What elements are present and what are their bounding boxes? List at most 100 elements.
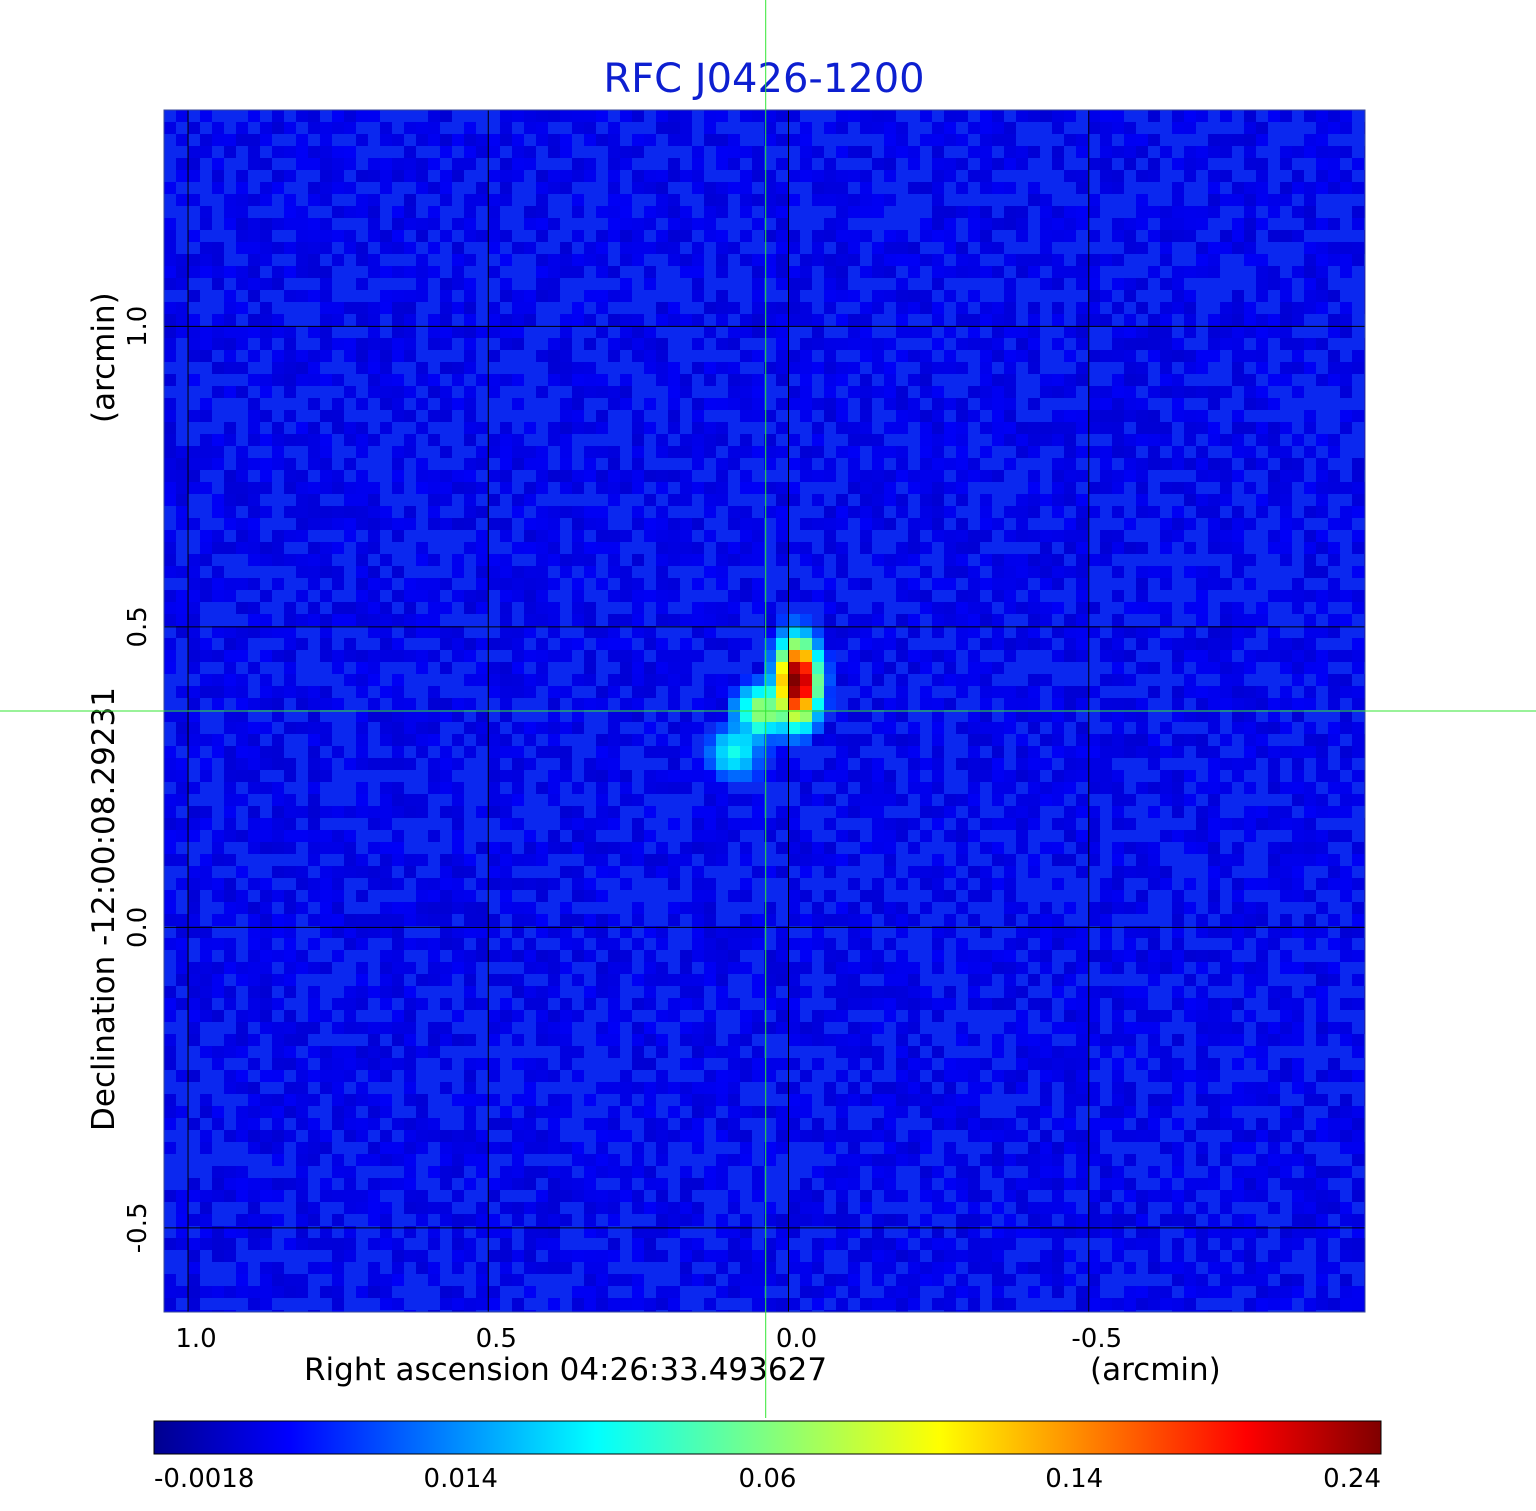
image-pixel [1220, 242, 1232, 254]
image-pixel [416, 398, 428, 410]
image-pixel [836, 998, 848, 1010]
image-pixel [716, 230, 728, 242]
image-pixel [872, 110, 884, 122]
image-pixel [824, 638, 836, 650]
image-pixel [464, 134, 476, 146]
image-pixel [1052, 626, 1064, 638]
image-pixel [188, 518, 200, 530]
image-pixel [356, 986, 368, 998]
image-pixel [728, 818, 740, 830]
image-pixel [1028, 254, 1040, 266]
image-pixel [176, 266, 188, 278]
image-pixel [968, 458, 980, 470]
image-pixel [1244, 482, 1256, 494]
image-pixel [1052, 878, 1064, 890]
image-pixel [632, 482, 644, 494]
image-pixel [740, 878, 752, 890]
image-pixel [560, 866, 572, 878]
image-pixel [236, 530, 248, 542]
image-pixel [548, 146, 560, 158]
image-pixel [920, 218, 932, 230]
image-pixel [704, 494, 716, 506]
image-pixel [200, 818, 212, 830]
image-pixel [920, 434, 932, 446]
image-pixel [452, 758, 464, 770]
image-pixel [728, 146, 740, 158]
image-pixel [848, 830, 860, 842]
image-pixel [596, 410, 608, 422]
image-pixel [176, 998, 188, 1010]
image-pixel [920, 458, 932, 470]
image-pixel [692, 1094, 704, 1106]
image-pixel [1244, 302, 1256, 314]
image-pixel [1340, 242, 1352, 254]
image-pixel [1160, 542, 1172, 554]
image-pixel [896, 446, 908, 458]
image-pixel [896, 494, 908, 506]
image-pixel [1352, 794, 1364, 806]
image-pixel [440, 758, 452, 770]
image-pixel [1208, 662, 1220, 674]
image-pixel [980, 602, 992, 614]
image-pixel [1004, 182, 1016, 194]
image-pixel [512, 374, 524, 386]
image-pixel [248, 158, 260, 170]
image-pixel [356, 518, 368, 530]
image-pixel [824, 698, 836, 710]
image-pixel [896, 290, 908, 302]
image-pixel [1220, 314, 1232, 326]
image-pixel [1052, 554, 1064, 566]
image-pixel [968, 590, 980, 602]
image-pixel [1280, 230, 1292, 242]
image-pixel [1040, 758, 1052, 770]
image-pixel [764, 914, 776, 926]
image-pixel [716, 302, 728, 314]
image-pixel [860, 782, 872, 794]
image-pixel [1244, 254, 1256, 266]
image-pixel [392, 374, 404, 386]
image-pixel [1064, 482, 1076, 494]
image-pixel [1280, 1070, 1292, 1082]
image-pixel [1148, 1010, 1160, 1022]
image-pixel [1076, 1058, 1088, 1070]
image-pixel [440, 338, 452, 350]
image-pixel [764, 1022, 776, 1034]
image-pixel [848, 326, 860, 338]
image-pixel [704, 434, 716, 446]
image-pixel [452, 374, 464, 386]
image-pixel [1256, 170, 1268, 182]
image-pixel [644, 326, 656, 338]
image-pixel [1256, 122, 1268, 134]
image-pixel [920, 362, 932, 374]
image-pixel [1196, 614, 1208, 626]
image-pixel [1196, 986, 1208, 998]
image-pixel [1052, 122, 1064, 134]
image-pixel [692, 218, 704, 230]
image-pixel [1004, 206, 1016, 218]
image-pixel [1208, 566, 1220, 578]
image-pixel [1028, 302, 1040, 314]
image-pixel [164, 122, 176, 134]
image-pixel [368, 1058, 380, 1070]
image-pixel [1136, 146, 1148, 158]
image-pixel [716, 602, 728, 614]
image-pixel [428, 830, 440, 842]
image-pixel [872, 290, 884, 302]
image-pixel [488, 374, 500, 386]
image-pixel [944, 506, 956, 518]
image-pixel [884, 374, 896, 386]
image-pixel [1316, 266, 1328, 278]
image-pixel [908, 770, 920, 782]
image-pixel [1124, 362, 1136, 374]
image-pixel [1208, 458, 1220, 470]
image-pixel [776, 314, 788, 326]
image-pixel [1052, 686, 1064, 698]
image-pixel [1364, 182, 1365, 194]
image-pixel [1124, 518, 1136, 530]
image-pixel [932, 998, 944, 1010]
image-pixel [404, 434, 416, 446]
image-pixel [380, 686, 392, 698]
image-pixel [1304, 698, 1316, 710]
image-pixel [872, 554, 884, 566]
image-pixel [1280, 470, 1292, 482]
